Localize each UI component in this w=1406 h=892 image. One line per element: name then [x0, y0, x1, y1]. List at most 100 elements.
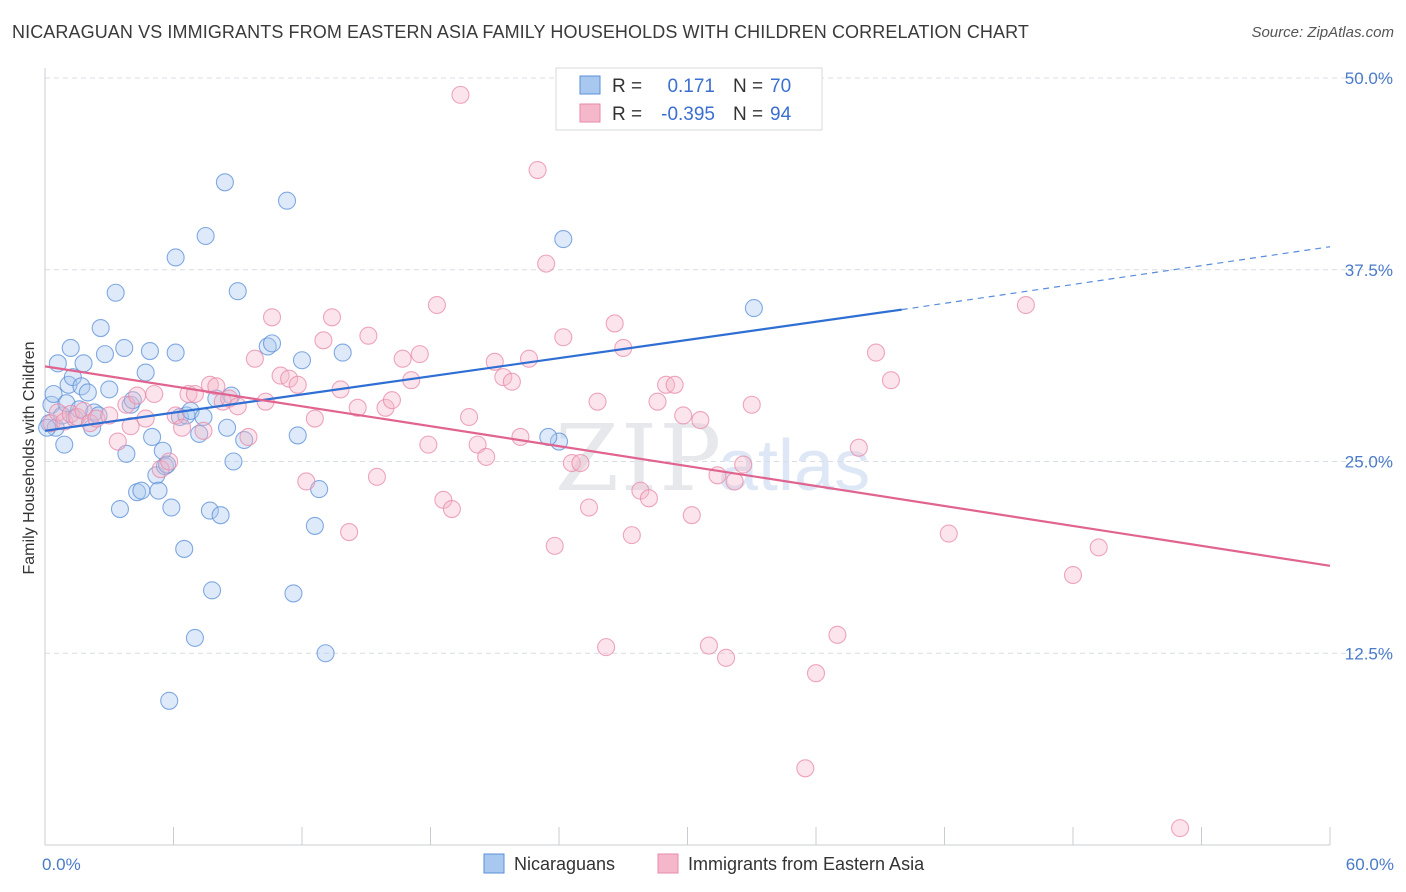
axes	[44, 68, 1331, 846]
eastern-asia-point-61	[528, 160, 547, 180]
nicaraguan-point-1	[42, 395, 61, 414]
eastern-asia-point-44	[382, 391, 402, 410]
x-tick-max: 60.0%	[1346, 855, 1394, 874]
nicaraguan-point-20	[95, 345, 115, 364]
eastern-asia-point-34	[297, 472, 316, 491]
series-legend: Nicaraguans Immigrants from Eastern Asia	[483, 853, 925, 874]
legend-swatch-pink	[579, 103, 601, 123]
eastern-asia-point-77	[665, 375, 684, 394]
chart-title: NICARAGUAN VS IMMIGRANTS FROM EASTERN AS…	[12, 22, 1030, 42]
eastern-asia-point-48	[419, 435, 438, 454]
eastern-asia-point-95	[1089, 538, 1108, 557]
source-credit: Source: ZipAtlas.com	[1251, 24, 1394, 41]
nicaraguan-point-25	[117, 444, 136, 463]
eastern-asia-point-68	[588, 392, 607, 411]
series-legend-swatch-blue	[483, 853, 505, 874]
series-legend-label-pink: Immigrants from Eastern Asia	[688, 854, 925, 874]
eastern-asia-point-54	[468, 435, 487, 454]
trend-lines	[44, 246, 1331, 567]
eastern-asia-point-53	[459, 407, 479, 427]
nicaraguan-point-74	[160, 691, 179, 710]
y-axis-label: Family Households with Children	[21, 342, 38, 575]
legend-r-label-1: R =	[612, 76, 642, 97]
y-tick-label-1: 25.0%	[1345, 453, 1393, 472]
eastern-asia-point-94	[1063, 565, 1083, 585]
series-legend-label-blue: Nicaraguans	[514, 854, 615, 874]
eastern-asia-point-35	[305, 409, 324, 428]
eastern-asia-point-75	[648, 392, 667, 411]
eastern-asia-point-78	[674, 406, 693, 425]
nicaraguan-point-49	[200, 501, 219, 520]
eastern-asia-point-60	[519, 349, 539, 368]
nicaraguan-point-53	[215, 173, 234, 192]
eastern-asia-point-79	[682, 506, 701, 525]
eastern-asia-point-33	[288, 375, 307, 394]
eastern-asia-point-85	[734, 455, 753, 474]
eastern-asia-point-27	[239, 427, 258, 447]
nicaraguan-point-70	[554, 230, 573, 249]
nicaraguan-point-30	[136, 363, 155, 382]
eastern-asia-point-63	[545, 536, 564, 555]
nicaraguan-point-15	[78, 383, 97, 402]
eastern-asia-point-13	[136, 409, 155, 428]
eastern-asia-point-39	[340, 523, 359, 542]
nicaraguan-point-52	[211, 506, 230, 525]
nicaraguan-point-62	[284, 584, 303, 603]
stats-legend: R = 0.171 N = 70 R = -0.395 N = 94	[555, 67, 823, 131]
legend-r-value-2: -0.395	[661, 104, 715, 125]
legend-r-value-1: 0.171	[667, 76, 715, 97]
nicaraguan-point-50	[203, 581, 222, 600]
eastern-asia-point-80	[691, 411, 710, 430]
eastern-asia-point-81	[699, 636, 718, 655]
watermark-atlas: atlas	[718, 426, 870, 506]
eastern-asia-trend-line	[44, 365, 1331, 567]
eastern-asia-point-84	[725, 472, 744, 491]
eastern-asia-point-49	[427, 295, 446, 315]
eastern-asia-point-14	[145, 384, 164, 404]
nicaraguan-point-63	[288, 426, 307, 445]
eastern-asia-point-83	[716, 648, 736, 667]
nicaraguan-point-60	[262, 334, 282, 353]
legend-n-label-1: N =	[733, 76, 763, 97]
eastern-asia-point-18	[173, 418, 192, 437]
nicaraguan-point-19	[91, 318, 110, 338]
nicaraguan-point-9	[61, 338, 80, 358]
eastern-asia-point-37	[322, 308, 342, 327]
eastern-asia-point-86	[742, 395, 761, 414]
eastern-asia-point-87	[806, 664, 826, 683]
eastern-asia-point-28	[245, 349, 264, 368]
eastern-asia-point-12	[128, 386, 147, 405]
eastern-asia-point-62	[537, 254, 556, 273]
nicaraguan-point-31	[140, 342, 159, 361]
eastern-asia-point-59	[511, 427, 530, 447]
nicaraguan-point-37	[158, 455, 177, 474]
nicaraguan-point-24	[115, 338, 134, 358]
eastern-asia-point-67	[579, 498, 599, 517]
eastern-asia-point-16	[160, 452, 179, 471]
nicaraguan-point-40	[166, 248, 185, 267]
nicaraguan-point-32	[143, 427, 162, 447]
legend-n-value-2: 94	[770, 104, 792, 125]
nicaraguan-point-29	[132, 481, 151, 500]
nicaraguan-point-21	[100, 380, 119, 399]
eastern-asia-point-58	[502, 372, 521, 391]
nicaraguan-point-42	[175, 539, 194, 558]
y-tick-label-3: 50.0%	[1345, 69, 1393, 88]
eastern-asia-point-90	[866, 343, 886, 362]
eastern-asia-point-45	[393, 349, 412, 368]
eastern-asia-point-72	[622, 526, 641, 545]
eastern-asia-point-8	[100, 406, 119, 425]
nicaraguan-point-45	[185, 628, 204, 647]
eastern-asia-point-96	[1171, 819, 1190, 838]
eastern-asia-point-30	[262, 308, 282, 327]
grid-lines	[45, 77, 1390, 654]
nicaraguan-point-22	[106, 283, 125, 302]
nicaraguans-points	[38, 99, 763, 710]
eastern-asia-point-64	[554, 328, 573, 347]
nicaraguan-point-35	[153, 441, 172, 460]
nicaraguan-point-73	[744, 299, 763, 318]
x-tick-labels: 0.0% 60.0%	[42, 855, 1394, 874]
nicaraguan-point-57	[228, 282, 247, 301]
nicaraguan-point-61	[277, 191, 297, 210]
